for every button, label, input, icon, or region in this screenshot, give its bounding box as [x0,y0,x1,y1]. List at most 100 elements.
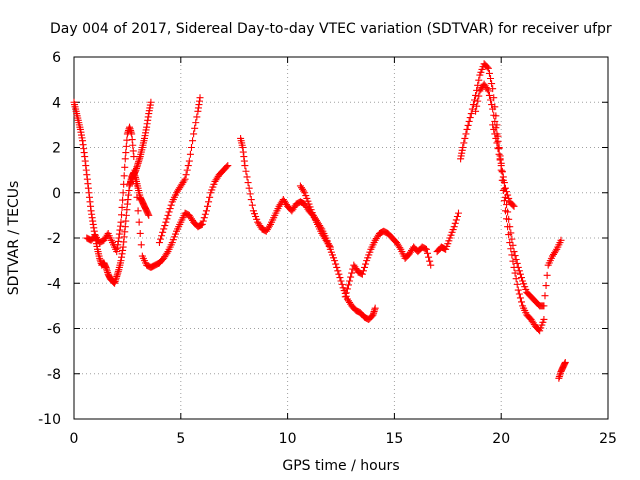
data-series-3 [126,98,155,190]
data-point [503,188,511,196]
data-series-14 [555,358,569,382]
data-point [199,217,207,225]
data-point [557,236,565,244]
data-point [160,225,168,233]
data-point [119,189,127,197]
data-point [454,209,462,217]
data-point [137,241,145,249]
data-point [245,184,253,192]
data-point [204,202,211,210]
data-point [336,274,344,282]
data-point [118,203,126,211]
data-point [180,177,188,185]
x-tick-label: 5 [176,431,185,447]
data-point [243,173,251,181]
data-point [197,221,205,229]
data-point [167,201,175,209]
y-tick-label: -4 [47,276,61,292]
data-point [489,105,497,113]
data-point [422,245,430,253]
data-point [500,179,508,187]
y-tick-label: 2 [52,141,61,157]
data-point [338,280,346,288]
y-tick-label: 0 [52,186,61,202]
x-axis-label: GPS time / hours [282,458,399,474]
data-point [265,222,273,230]
data-point [498,167,506,175]
data-point [123,136,131,144]
data-point [120,172,128,180]
data-point [492,134,500,142]
data-point [182,171,190,179]
data-point [358,270,366,278]
data-point [512,275,520,283]
data-point [134,207,142,215]
data-point [484,87,492,95]
data-point [474,81,482,89]
data-point [333,263,341,271]
data-point [474,97,482,105]
data-point [462,130,470,138]
data-point [488,101,496,109]
data-point [516,294,524,302]
data-point [509,241,517,249]
y-axis-label: SDTVAR / TECUs [6,181,22,296]
data-point [504,208,512,216]
data-point [485,69,493,77]
data-point [200,214,208,222]
data-point [467,110,475,118]
data-point [517,274,525,282]
data-point [460,139,468,147]
data-point [543,271,551,279]
data-point [196,94,204,102]
data-point [344,281,352,289]
data-point [466,114,474,122]
data-point [505,215,513,223]
data-point [159,228,167,236]
data-point [133,193,141,201]
data-point [473,86,481,94]
data-point [121,155,129,163]
data-point [120,180,128,188]
data-point [166,205,174,213]
x-tick-labels: 0 5 10 15 20 25 [70,431,617,447]
data-point [542,282,550,290]
data-point [552,247,560,255]
data-point [469,101,477,109]
data-point [459,144,467,151]
data-point [561,358,569,366]
data-point [472,91,480,99]
data-point [325,241,333,249]
data-point [484,64,492,72]
data-point [516,270,524,278]
data-point [247,196,255,204]
data-point [505,194,513,202]
data-series-10 [433,209,462,256]
data-point [164,211,172,219]
data-point [461,134,469,142]
data-point [181,175,189,183]
data-point [201,210,209,218]
data-point [147,98,155,106]
data-point [248,201,256,209]
data-point [145,211,153,219]
data-point [242,167,250,175]
data-series-13 [489,121,518,210]
data-point [198,220,206,228]
y-tick-label: -10 [38,412,61,428]
data-point [494,145,502,153]
data-series-7 [237,134,379,323]
data-point [510,248,518,256]
data-point [335,270,343,278]
data-point [487,74,495,82]
data-point [475,92,483,100]
data-point [511,269,519,277]
data-point [426,257,434,265]
data-point [342,289,350,297]
data-point [453,213,461,221]
data-point [465,117,473,125]
data-point [135,218,143,226]
data-point [205,198,213,206]
data-point [334,267,342,275]
data-point [163,249,171,257]
